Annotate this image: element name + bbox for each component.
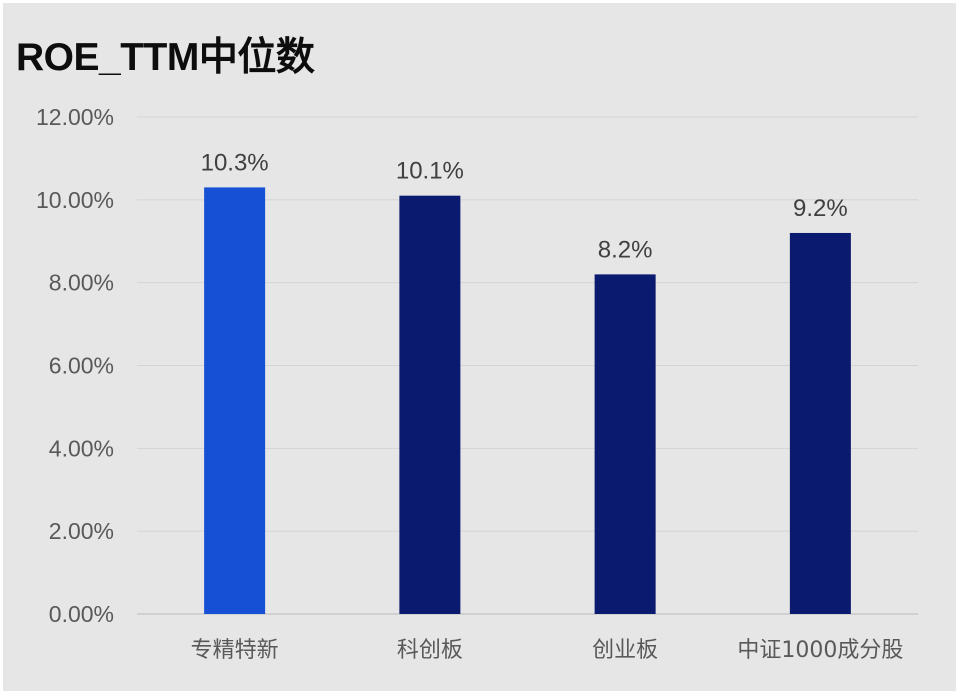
- x-tick-label: 创业板: [592, 638, 658, 663]
- x-tick-label: 科创板: [397, 638, 463, 663]
- bar: [399, 195, 461, 615]
- chart-title: ROE_TTM中位数: [16, 36, 315, 79]
- x-tick-label: 中证1000成分股: [737, 638, 903, 663]
- y-tick-label: 2.00%: [49, 518, 114, 544]
- bar: [594, 274, 656, 614]
- x-tick-label: 专精特新: [191, 638, 279, 663]
- y-tick-label: 8.00%: [49, 270, 114, 296]
- y-tick-label: 12.00%: [36, 104, 114, 130]
- y-tick-label: 0.00%: [49, 601, 114, 627]
- y-tick-label: 6.00%: [49, 353, 114, 379]
- data-label: 8.2%: [598, 236, 653, 263]
- y-tick-label: 10.00%: [36, 187, 114, 213]
- bar: [204, 187, 266, 615]
- data-label: 9.2%: [793, 195, 848, 222]
- bar: [789, 232, 851, 614]
- data-label: 10.1%: [396, 158, 464, 185]
- data-label: 10.3%: [201, 149, 269, 176]
- y-tick-label: 4.00%: [49, 435, 114, 461]
